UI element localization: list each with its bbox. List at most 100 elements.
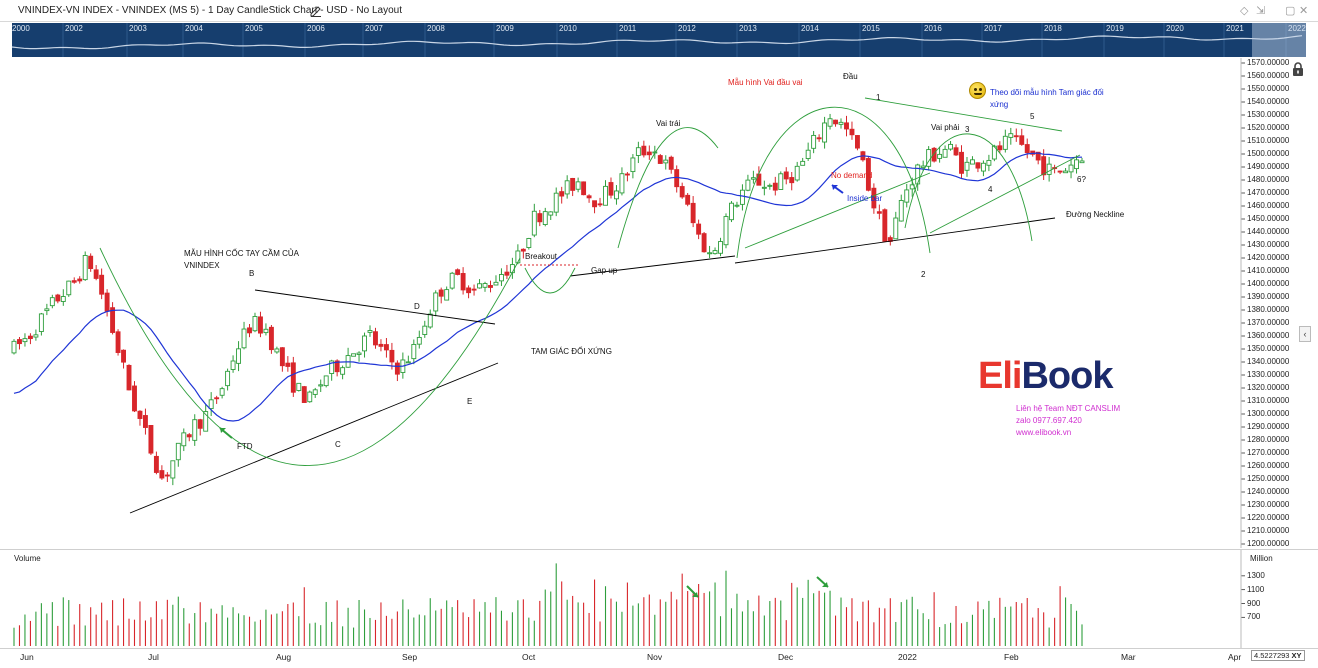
candle-body — [931, 147, 937, 162]
candle-body — [1041, 156, 1047, 176]
breakout-arc — [524, 267, 576, 294]
annotation-watch-1: Theo dõi mẫu hình Tam giác đối — [990, 88, 1104, 97]
title-bar: VNINDEX-VN INDEX - VNINDEX (MS 5) - 1 Da… — [0, 0, 1318, 22]
chevron-left-icon[interactable]: ‹ — [1299, 326, 1311, 342]
candle-body — [893, 217, 899, 240]
candle-body — [668, 156, 674, 170]
smiley-icon — [969, 82, 986, 99]
annotation-point-2: 2 — [921, 270, 926, 279]
price-tick-label: 1360.00000 — [1247, 331, 1290, 340]
candle-body — [630, 157, 636, 173]
overview-window-handle[interactable] — [1252, 23, 1306, 57]
price-tick-label: 1260.00000 — [1247, 461, 1290, 470]
price-tick-label: 1280.00000 — [1247, 435, 1290, 444]
candle-body — [548, 211, 554, 216]
candle-body — [849, 128, 855, 136]
volume-arrow-icon-head — [822, 582, 828, 587]
xy-readout[interactable]: 4.5227293 XY — [1251, 650, 1305, 661]
candle-body — [197, 419, 203, 429]
date-axis: Jun Jul Aug Sep Oct Nov Dec 2022 Feb Mar Apr — [0, 648, 1318, 668]
candle-body — [871, 187, 877, 209]
pencil-icon[interactable] — [310, 6, 322, 17]
candle-body — [734, 204, 740, 207]
candle-body — [603, 185, 608, 206]
price-tick-label: 1460.00000 — [1247, 201, 1290, 210]
candle-body — [444, 289, 450, 301]
candle-body — [367, 330, 373, 333]
price-tick-label: 1200.00000 — [1247, 539, 1290, 548]
overview-year-label: 2005 — [245, 24, 263, 33]
volume-tick-label: 700 — [1247, 612, 1261, 622]
candle-body — [707, 252, 713, 255]
price-tick-label: 1330.00000 — [1247, 370, 1290, 379]
candle-body — [953, 147, 959, 156]
lock-icon[interactable] — [1291, 62, 1305, 76]
candle-body — [581, 181, 587, 196]
price-tick-label: 1370.00000 — [1247, 318, 1290, 327]
candle-body — [219, 388, 225, 396]
volume-pane[interactable]: Volume Million 1300 1100 900 700 — [0, 549, 1318, 649]
candle-body — [340, 367, 346, 375]
candle-body — [794, 165, 800, 181]
candle-body — [318, 384, 324, 387]
candle-body — [93, 269, 99, 279]
candle-body — [898, 200, 904, 222]
overview-year-label: 2008 — [427, 24, 445, 33]
detach-icon[interactable]: ⇲ — [1256, 5, 1266, 17]
candle-body — [373, 331, 378, 346]
candle-body — [389, 349, 395, 363]
candle-body — [159, 470, 165, 479]
candle-body — [575, 181, 581, 190]
candle-body — [1063, 170, 1069, 174]
maximize-icon[interactable]: ▢ — [1285, 5, 1296, 17]
date-tick-label: Sep — [402, 652, 418, 662]
candle-body — [997, 145, 1003, 151]
close-icon[interactable]: ✕ — [1299, 5, 1309, 17]
overview-year-label: 2018 — [1044, 24, 1062, 33]
moving-average-line — [13, 152, 1082, 422]
candle-body — [718, 241, 723, 254]
price-pane[interactable]: 1570.00000 1560.00000 1550.00000 1540.00000… — [0, 58, 1318, 548]
candle-body — [854, 135, 860, 149]
price-tick-label: 1540.00000 — [1247, 97, 1290, 106]
date-tick-label: Nov — [647, 652, 663, 662]
candle-body — [438, 289, 444, 297]
candle-body — [208, 399, 214, 410]
candle-body — [608, 182, 614, 196]
candle-body — [1002, 135, 1008, 150]
candle-body — [416, 336, 422, 345]
ftd-arrow-icon-head — [220, 428, 226, 433]
xy-label: XY — [1291, 651, 1302, 660]
annotation-cup-title-1: MẪU HÌNH CỐC TAY CẦM CỦA — [184, 249, 299, 258]
price-tick-label: 1210.00000 — [1247, 526, 1290, 535]
candle-body — [723, 216, 729, 246]
price-tick-label: 1520.00000 — [1247, 123, 1290, 132]
candle-body — [975, 162, 981, 169]
price-tick-label: 1270.00000 — [1247, 448, 1290, 457]
overview-navigator[interactable]: 2000 2002 2003 2004 2005 2006 2007 2008 2009 2010… — [12, 23, 1306, 57]
candle-body — [1019, 135, 1025, 145]
pin-icon[interactable]: ◇ — [1240, 5, 1249, 17]
candle-body — [685, 194, 691, 205]
candle-body — [838, 121, 844, 125]
candle-body — [126, 364, 132, 391]
candle-body — [482, 283, 488, 288]
candle-body — [641, 145, 647, 156]
annotation-head: Đầu — [843, 72, 858, 81]
price-tick-label: 1400.00000 — [1247, 279, 1290, 288]
price-tick-label: 1300.00000 — [1247, 409, 1290, 418]
price-tick-label: 1550.00000 — [1247, 84, 1290, 93]
candle-body — [635, 147, 641, 156]
candle-body — [17, 339, 22, 345]
candle-body — [657, 155, 663, 164]
price-tick-label: 1410.00000 — [1247, 266, 1290, 275]
cup-resistance-line — [254, 289, 496, 325]
contact-website[interactable]: www.elibook.vn — [1016, 428, 1072, 437]
price-tick-label: 1340.00000 — [1247, 357, 1290, 366]
candle-body — [559, 191, 565, 197]
candle-body — [455, 269, 461, 275]
candle-body — [132, 385, 137, 412]
date-tick-label: Apr — [1228, 652, 1242, 662]
overview-year-label: 2019 — [1106, 24, 1124, 33]
price-tick-label: 1220.00000 — [1247, 513, 1290, 522]
